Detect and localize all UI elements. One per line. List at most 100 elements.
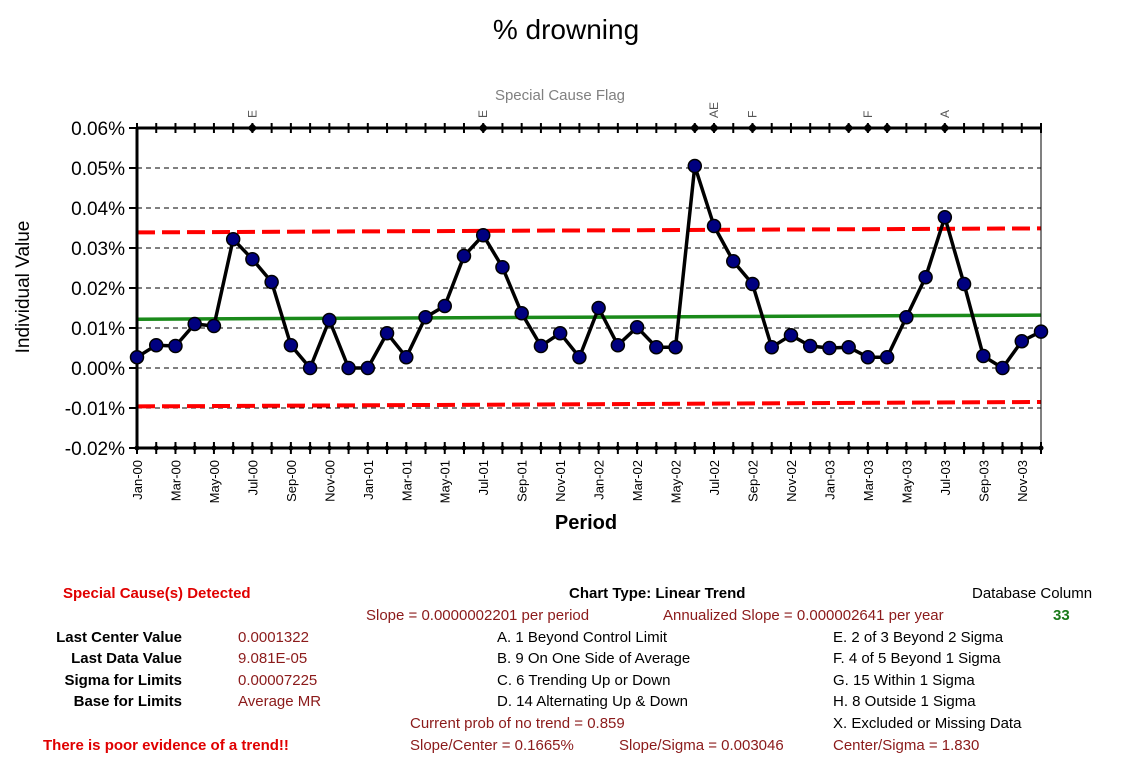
- data-point: [475, 227, 491, 243]
- x-tick-dot: [749, 445, 755, 451]
- rule-g: G. 15 Within 1 Sigma: [833, 672, 975, 689]
- x-tick-dot: [653, 445, 659, 451]
- center-sigma: Center/Sigma = 1.830: [833, 737, 980, 754]
- x-tick-dot: [288, 445, 294, 451]
- stat-label: Sigma for Limits: [64, 672, 182, 689]
- data-point: [687, 158, 703, 174]
- data-point: [822, 340, 837, 356]
- rule-b: B. 9 On One Side of Average: [497, 650, 691, 667]
- x-tick-dot: [1038, 445, 1044, 451]
- data-point: [591, 300, 606, 316]
- x-tick-dot: [519, 445, 525, 451]
- data-point: [341, 360, 356, 376]
- x-tick-label: Nov-02: [784, 460, 799, 502]
- x-tick-label: Sep-00: [284, 460, 299, 502]
- data-point: [629, 319, 645, 335]
- flag-marker: [939, 123, 950, 133]
- stat-value: 0.00007225: [238, 672, 318, 689]
- flag-marker: [843, 123, 854, 133]
- data-point: [706, 218, 722, 234]
- x-tick-label: Nov-00: [322, 460, 337, 502]
- data-point: [860, 349, 876, 365]
- x-tick-dot: [211, 445, 217, 451]
- data-point: [148, 337, 164, 353]
- x-tick-label: Sep-02: [745, 460, 760, 502]
- x-tick-dot: [903, 445, 909, 451]
- x-tick-label: Sep-01: [515, 460, 530, 502]
- x-tick-dot: [788, 445, 794, 451]
- data-point: [918, 269, 933, 285]
- series-line: [136, 164, 1042, 370]
- data-point: [418, 309, 433, 325]
- special-cause-flags: E E AE F F A: [245, 102, 952, 133]
- data-point: [322, 312, 337, 328]
- x-tick-dot: [884, 445, 890, 451]
- x-tick-dot: [673, 445, 679, 451]
- x-tick-dot: [557, 445, 563, 451]
- data-point: [206, 318, 222, 334]
- chart-type-label: Chart Type: Linear Trend: [569, 585, 746, 602]
- data-point: [937, 209, 953, 225]
- data-point: [841, 339, 856, 355]
- x-axis-ticks: Jan-00 Mar-00 May-00 Jul-00 Sep-00 Nov-00 Jan-…: [130, 123, 1044, 503]
- database-column-label: Database Column: [972, 585, 1093, 602]
- data-point: [360, 360, 376, 376]
- x-tick-dot: [172, 445, 178, 451]
- x-tick-dot: [192, 445, 198, 451]
- data-point: [456, 248, 472, 264]
- slope-sigma: Slope/Sigma = 0.003046: [619, 737, 784, 754]
- x-tick-label: Jul-01: [476, 460, 491, 495]
- data-point: [668, 339, 683, 355]
- data-point: [764, 339, 779, 355]
- data-point: [899, 309, 914, 325]
- control-limits: [136, 226, 1042, 409]
- x-tick-label: May-02: [669, 460, 684, 503]
- y-tick-label: 0.00%: [71, 359, 125, 380]
- x-tick-dot: [634, 445, 640, 451]
- x-tick-dot: [615, 445, 621, 451]
- x-tick-label: Jul-03: [938, 460, 953, 495]
- lower-control-limit: [136, 400, 1042, 409]
- data-point: [302, 360, 318, 376]
- data-point: [572, 349, 587, 365]
- x-tick-dot: [480, 445, 486, 451]
- rule-f: F. 4 of 5 Beyond 1 Sigma: [833, 650, 1001, 667]
- data-point: [783, 327, 799, 343]
- x-tick-dot: [980, 445, 986, 451]
- stat-label: Base for Limits: [73, 693, 182, 710]
- data-point: [995, 360, 1010, 376]
- trend-evidence-note: There is poor evidence of a trend!!: [43, 737, 289, 754]
- rule-c: C. 6 Trending Up or Down: [497, 672, 671, 689]
- flag-label: E: [245, 110, 259, 118]
- flag-marker: [882, 123, 893, 133]
- x-tick-dot: [384, 445, 390, 451]
- flag-label: AE: [707, 102, 721, 118]
- y-tick-label: -0.02%: [65, 439, 125, 460]
- x-tick-dot: [442, 445, 448, 451]
- annualized-slope-text: Annualized Slope = 0.000002641 per year: [663, 607, 944, 624]
- data-point: [1033, 324, 1049, 339]
- special-cause-flag-title: Special Cause Flag: [495, 87, 625, 104]
- slope-text: Slope = 0.0000002201 per period: [366, 607, 590, 624]
- stat-value: 9.081E-05: [238, 650, 308, 667]
- flag-marker: [709, 123, 720, 133]
- x-tick-dot: [307, 445, 313, 451]
- x-tick-dot: [846, 445, 852, 451]
- x-tick-dot: [423, 445, 429, 451]
- rule-d: D. 14 Alternating Up & Down: [497, 693, 688, 710]
- x-tick-label: Jan-01: [361, 460, 376, 500]
- rule-x: X. Excluded or Missing Data: [833, 715, 1022, 732]
- x-tick-dot: [346, 445, 352, 451]
- x-tick-dot: [1000, 445, 1006, 451]
- x-tick-dot: [269, 445, 275, 451]
- x-tick-dot: [365, 445, 371, 451]
- data-point: [187, 316, 202, 332]
- y-axis-label: Individual Value: [13, 221, 34, 354]
- x-tick-dot: [596, 445, 602, 451]
- center-line: [136, 313, 1042, 321]
- x-tick-dot: [1019, 445, 1025, 451]
- x-tick-dot: [403, 445, 409, 451]
- data-point: [129, 349, 145, 365]
- flag-label: F: [745, 111, 759, 118]
- x-tick-label: Jan-03: [822, 460, 837, 500]
